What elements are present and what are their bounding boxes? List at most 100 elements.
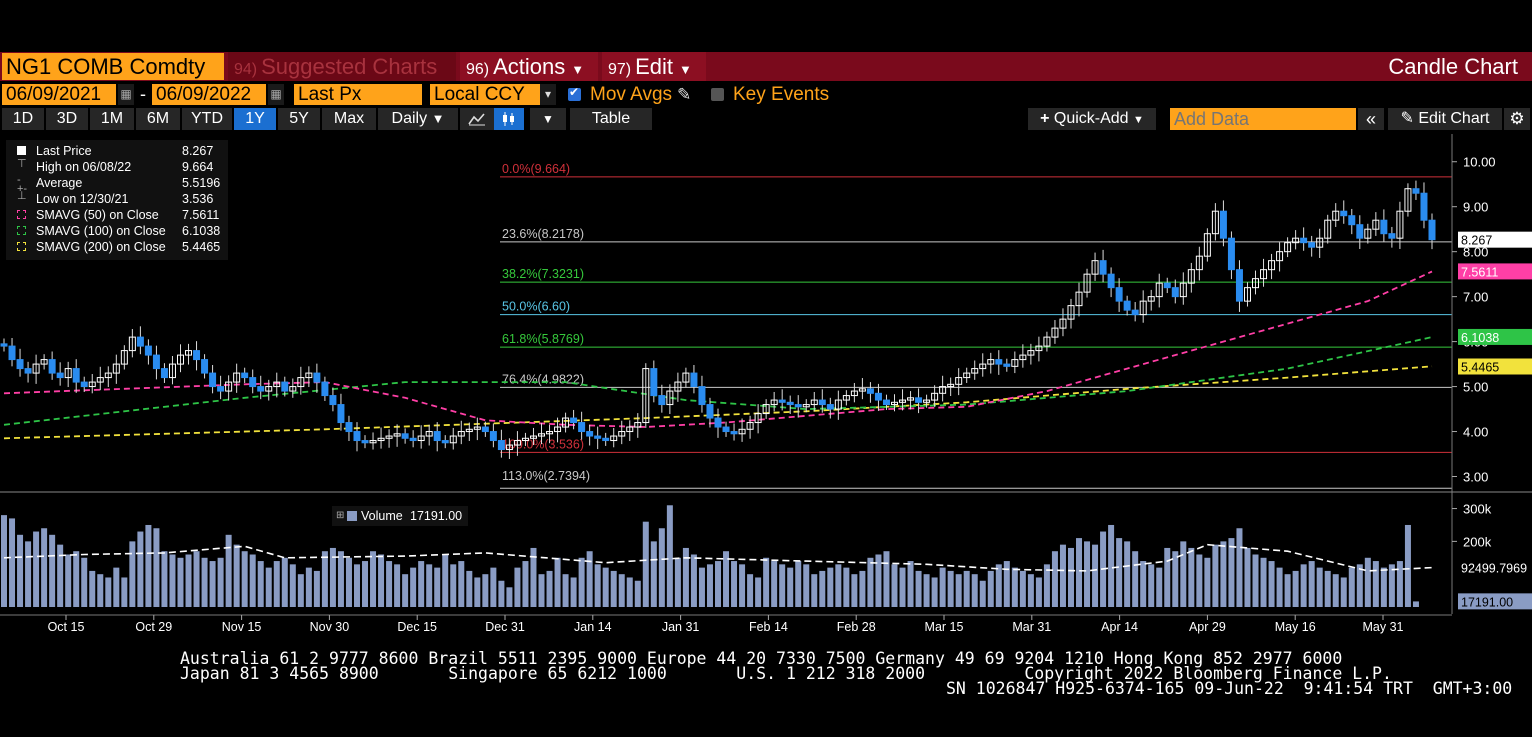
x-tick-label: Dec 15	[397, 620, 437, 634]
candle-body	[321, 381, 329, 397]
quick-add-button[interactable]: + Quick-Add ▼	[1028, 108, 1156, 130]
volume-bar	[313, 570, 320, 607]
volume-bar	[145, 524, 152, 607]
volume-bar	[1003, 561, 1010, 607]
volume-bar	[353, 564, 360, 607]
timeframe-5y[interactable]: 5Y	[278, 108, 320, 130]
candle-body	[923, 399, 931, 403]
volume-bar	[297, 574, 304, 607]
timeframe-max[interactable]: Max	[322, 108, 376, 130]
volume-bar	[666, 505, 673, 607]
candle-body	[152, 354, 160, 370]
start-date-input[interactable]: 06/09/2021	[2, 84, 116, 105]
chevron-down-icon[interactable]: ▾	[540, 84, 556, 105]
mov-avgs-checkbox[interactable]: ✔	[568, 85, 581, 101]
volume-bar	[1300, 564, 1307, 607]
volume-bar	[1396, 561, 1403, 607]
candle-body	[1131, 309, 1139, 316]
plus-icon: +	[1040, 110, 1050, 127]
timeframe-ytd[interactable]: YTD	[182, 108, 232, 130]
low-marker-icon: ⊥	[17, 190, 27, 202]
table-button[interactable]: Table	[570, 108, 652, 130]
volume-bar	[819, 570, 826, 607]
x-tick-label: Mar 31	[1012, 620, 1051, 634]
candle-body	[770, 399, 778, 406]
volume-bar	[658, 528, 665, 607]
price-legend: Last Price 8.267 ⊤ High on 06/08/22 9.664 -…	[6, 140, 228, 260]
legend-sma100: SMAVG (100) on Close 6.1038	[6, 223, 228, 239]
candle-chart-icon[interactable]	[494, 108, 524, 130]
candle-body	[289, 386, 297, 392]
actions-menu[interactable]: 96) Actions ▼	[460, 52, 598, 81]
timeframe-6m[interactable]: 6M	[136, 108, 180, 130]
checkmark-icon: ✔	[569, 85, 580, 99]
volume-bar	[49, 534, 56, 607]
key-events-checkbox[interactable]	[711, 88, 724, 101]
volume-bar	[851, 574, 858, 607]
calendar-icon[interactable]: ▦	[118, 84, 134, 105]
volume-bar	[1348, 567, 1355, 607]
gear-icon[interactable]: ⚙	[1504, 108, 1530, 130]
suggested-charts-button[interactable]: 94) Suggested Charts	[228, 52, 456, 81]
candle-body	[1332, 210, 1340, 221]
add-data-input[interactable]	[1170, 108, 1356, 130]
volume-bar	[113, 567, 120, 607]
line-chart-icon[interactable]	[460, 108, 494, 130]
ticker-field[interactable]: NG1 COMB Comdty	[2, 53, 224, 80]
timeframe-1y[interactable]: 1Y	[234, 108, 276, 130]
candle-body	[377, 437, 385, 442]
y-tick-label: 5.00	[1463, 380, 1488, 395]
candle-body	[449, 435, 457, 444]
volume-bar	[241, 551, 248, 607]
edit-menu[interactable]: 97) Edit ▼	[602, 52, 706, 81]
volume-bar	[731, 561, 738, 607]
candle-body	[1171, 287, 1179, 298]
currency-select[interactable]: Local CCY	[430, 84, 540, 105]
chevron-down-icon[interactable]: ▼	[530, 108, 566, 130]
volume-bar	[530, 547, 537, 607]
volume-bar	[1380, 567, 1387, 607]
volume-bar	[995, 564, 1002, 607]
price-chart[interactable]: 0.0%(9.664) 23.6%(8.2178) 38.2%(7.3231) 50.…	[0, 134, 1532, 634]
pencil-icon[interactable]: ✎	[677, 85, 692, 104]
collapse-icon[interactable]: «	[1358, 108, 1384, 130]
timeframe-3d[interactable]: 3D	[46, 108, 88, 130]
y-tick-label: 9.00	[1463, 200, 1488, 215]
candle-body	[168, 363, 176, 379]
candle-body	[1420, 192, 1428, 221]
expand-icon: ⊞	[336, 510, 345, 521]
chevron-down-icon: ▼	[1133, 114, 1144, 126]
candle-body	[417, 435, 425, 442]
volume-bar	[17, 534, 24, 607]
volume-bar	[562, 574, 569, 607]
volume-bar	[787, 567, 794, 607]
candle-body	[353, 431, 361, 442]
edit-chart-button[interactable]: ✎ Edit Chart	[1388, 108, 1502, 130]
volume-bar	[169, 554, 176, 607]
candle-body	[810, 399, 818, 406]
candle-body	[1139, 300, 1147, 316]
candle-body	[32, 363, 40, 374]
legend-value: 5.5196	[182, 176, 221, 190]
candle-body	[1107, 273, 1115, 289]
volume-bar	[1204, 557, 1211, 607]
volume-bar	[1027, 574, 1034, 607]
volume-bar	[1236, 528, 1243, 607]
volume-bar	[1412, 601, 1419, 607]
volume-bar	[891, 564, 898, 607]
sma100-tag-box	[1458, 328, 1532, 345]
candle-body	[610, 435, 618, 442]
sma50-swatch	[17, 210, 26, 219]
volume-bar	[498, 580, 505, 607]
volume-average-tag-text: 92499.7969	[1461, 562, 1527, 576]
period-select[interactable]: Daily ▼	[378, 108, 458, 130]
candle-body	[385, 435, 393, 439]
calendar-icon[interactable]: ▦	[268, 84, 284, 105]
candle-body	[706, 404, 714, 419]
volume-bar	[1108, 524, 1115, 607]
timeframe-1d[interactable]: 1D	[2, 108, 44, 130]
candle-body	[313, 372, 321, 383]
price-field-select[interactable]: Last Px	[294, 84, 422, 105]
timeframe-1m[interactable]: 1M	[90, 108, 134, 130]
end-date-input[interactable]: 06/09/2022	[152, 84, 266, 105]
